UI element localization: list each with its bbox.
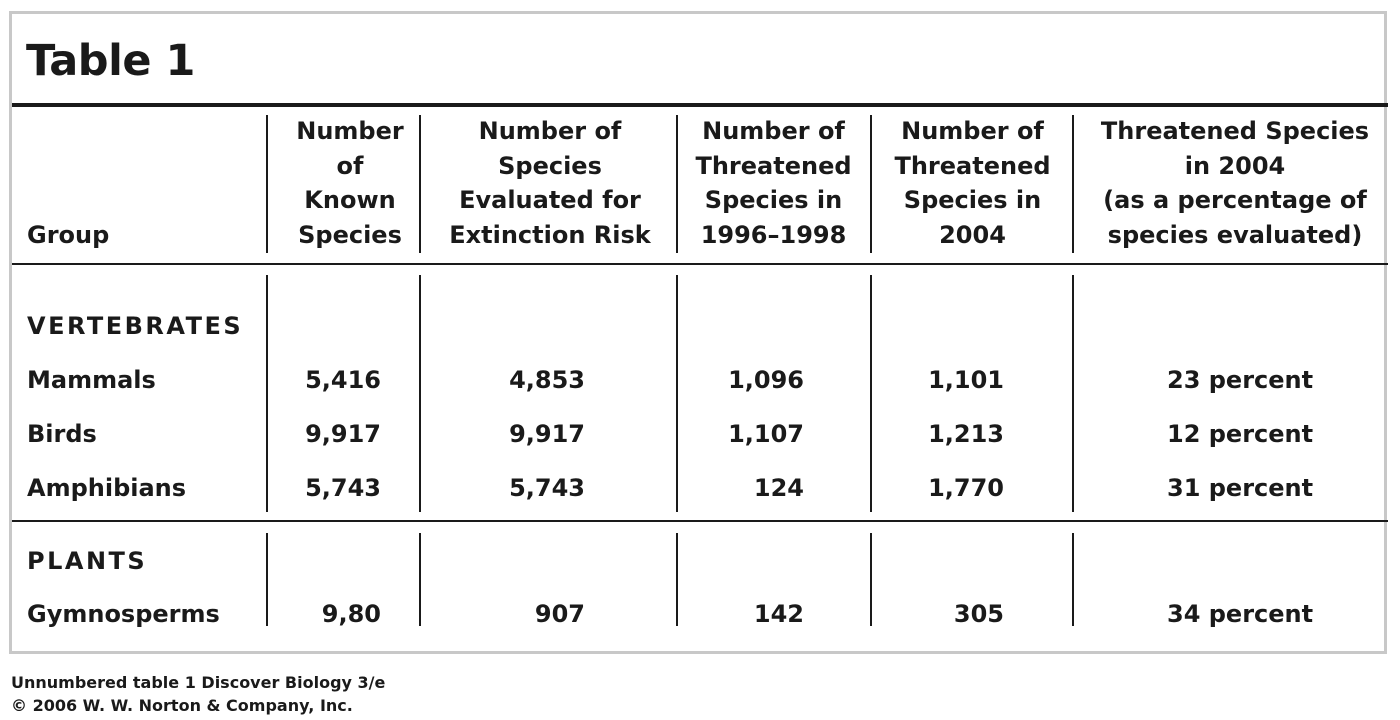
row-group-label: Mammals [27, 366, 156, 394]
row-group-label: Birds [27, 420, 97, 448]
cell-evaluated-species: 5,743 [480, 474, 585, 502]
header-group: Group [27, 218, 109, 253]
header-threatened-1996-1998: Number of Threatened Species in 1996–199… [680, 114, 867, 252]
table-title: Table 1 [26, 36, 195, 86]
cell-threatened-1996-1998: 1,096 [700, 366, 804, 394]
row-group-label: Gymnosperms [27, 600, 220, 628]
column-divider [870, 533, 872, 626]
section-heading-vertebrates: VERTEBRATES [27, 312, 243, 340]
cell-threatened-1996-1998: 142 [700, 600, 804, 628]
cell-known-species: 9,80 [290, 600, 381, 628]
cell-threatened-percentage: 31 percent [1167, 474, 1313, 502]
column-divider [1072, 115, 1074, 253]
column-divider [870, 115, 872, 253]
section-heading-plants: PLANTS [27, 547, 147, 575]
cell-known-species: 9,917 [290, 420, 381, 448]
cell-threatened-2004: 1,101 [900, 366, 1004, 394]
column-divider [676, 533, 678, 626]
column-divider [419, 275, 421, 512]
row-group-label: Amphibians [27, 474, 186, 502]
title-rule [12, 103, 1388, 107]
cell-threatened-1996-1998: 1,107 [700, 420, 804, 448]
cell-evaluated-species: 4,853 [480, 366, 585, 394]
header-threatened-percentage: Threatened Species in 2004 (as a percent… [1075, 114, 1395, 252]
column-divider [419, 533, 421, 626]
column-divider [676, 275, 678, 512]
header-evaluated-species: Number of Species Evaluated for Extincti… [425, 114, 675, 252]
footer-caption: Unnumbered table 1 Discover Biology 3/e [11, 673, 385, 692]
cell-threatened-2004: 305 [900, 600, 1004, 628]
cell-known-species: 5,416 [290, 366, 381, 394]
header-rule [12, 263, 1388, 265]
column-divider [1072, 275, 1074, 512]
cell-threatened-1996-1998: 124 [700, 474, 804, 502]
column-divider [676, 115, 678, 253]
footer-copyright: © 2006 W. W. Norton & Company, Inc. [11, 696, 353, 715]
column-divider [266, 275, 268, 512]
cell-threatened-percentage: 12 percent [1167, 420, 1313, 448]
section-rule [12, 520, 1388, 522]
header-threatened-2004: Number of Threatened Species in 2004 [875, 114, 1070, 252]
column-divider [266, 533, 268, 626]
cell-threatened-2004: 1,213 [900, 420, 1004, 448]
cell-threatened-percentage: 34 percent [1167, 600, 1313, 628]
column-divider [419, 115, 421, 253]
header-known-species: Number of Known Species [280, 114, 420, 252]
column-divider [1072, 533, 1074, 626]
cell-threatened-2004: 1,770 [900, 474, 1004, 502]
cell-evaluated-species: 907 [480, 600, 585, 628]
cell-evaluated-species: 9,917 [480, 420, 585, 448]
cell-threatened-percentage: 23 percent [1167, 366, 1313, 394]
column-divider [870, 275, 872, 512]
column-divider [266, 115, 268, 253]
cell-known-species: 5,743 [290, 474, 381, 502]
